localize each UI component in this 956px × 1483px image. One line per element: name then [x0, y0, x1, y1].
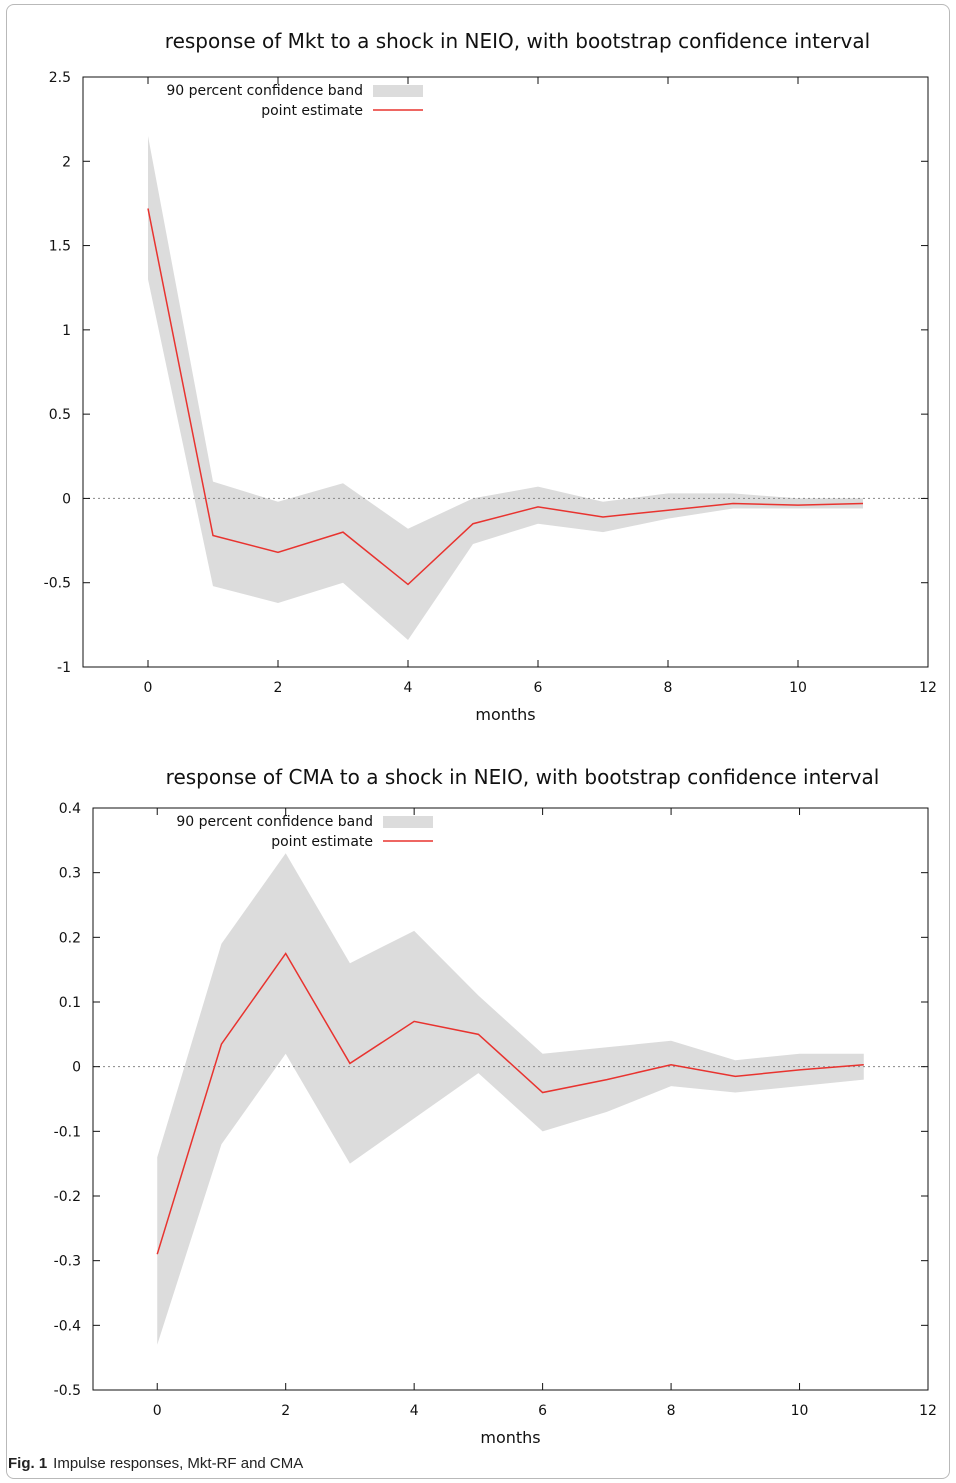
y-tick-label: -0.1 [54, 1124, 81, 1140]
x-tick-label: 6 [538, 1403, 547, 1419]
x-tick-label: 2 [281, 1403, 290, 1419]
y-tick-label: 0 [62, 491, 71, 507]
x-tick-label: 4 [404, 680, 413, 696]
plot-frame [92, 807, 929, 1391]
point-estimate-line [156, 952, 864, 1255]
figure-caption: Fig. 1 Impulse responses, Mkt-RF and CMA [8, 1455, 303, 1472]
legend-label-band: 90 percent confidence band [166, 83, 363, 99]
y-tick-label: 0.5 [49, 407, 71, 423]
y-tick-label: -0.5 [54, 1383, 81, 1399]
caption-text: Impulse responses, Mkt-RF and CMA [53, 1455, 304, 1472]
y-tick-label: 2.5 [49, 70, 71, 86]
y-tick-label: -0.2 [54, 1189, 81, 1205]
x-tick-label: 10 [789, 680, 807, 696]
legend-label-line: point estimate [271, 834, 373, 850]
chart-mkt-response: response of Mkt to a shock in NEIO, with… [0, 0, 956, 740]
x-tick-label: 6 [534, 680, 543, 696]
caption-label: Fig. 1 [8, 1455, 48, 1472]
confidence-band [157, 853, 864, 1345]
x-tick-label: 12 [919, 1403, 937, 1419]
chart-cma-response: response of CMA to a shock in NEIO, with… [0, 742, 956, 1458]
x-tick-label: 0 [144, 680, 153, 696]
y-tick-label: 0.4 [59, 801, 81, 817]
x-tick-label: 0 [153, 1403, 162, 1419]
y-tick-label: -0.4 [54, 1318, 81, 1334]
x-tick-label: 10 [791, 1403, 809, 1419]
chart-svg: response of Mkt to a shock in NEIO, with… [44, 29, 937, 724]
chart-title: response of CMA to a shock in NEIO, with… [166, 765, 880, 789]
legend-swatch-band [373, 85, 423, 97]
legend-label-band: 90 percent confidence band [176, 814, 373, 830]
x-tick-label: 12 [919, 680, 937, 696]
figure-frame [6, 4, 950, 1479]
y-tick-label: -0.5 [44, 576, 71, 592]
x-axis-label: months [480, 1428, 540, 1447]
y-tick-label: 2 [62, 154, 71, 170]
point-estimate-line [147, 208, 864, 586]
x-tick-label: 4 [410, 1403, 419, 1419]
y-tick-label: 1 [62, 323, 71, 339]
x-tick-label: 8 [667, 1403, 676, 1419]
plot-frame [82, 76, 929, 668]
y-tick-label: 0.2 [59, 930, 81, 946]
chart-title: response of Mkt to a shock in NEIO, with… [165, 29, 870, 53]
x-axis-label: months [475, 705, 535, 724]
y-tick-label: -1 [57, 660, 71, 676]
x-tick-label: 8 [664, 680, 673, 696]
confidence-band [148, 136, 863, 641]
chart-svg: response of CMA to a shock in NEIO, with… [54, 765, 937, 1447]
y-tick-label: -0.3 [54, 1254, 81, 1270]
y-tick-label: 1.5 [49, 239, 71, 255]
x-tick-label: 2 [274, 680, 283, 696]
legend-label-line: point estimate [261, 103, 363, 119]
y-tick-label: 0.1 [59, 995, 81, 1011]
y-tick-label: 0.3 [59, 866, 81, 882]
legend-swatch-band [383, 816, 433, 828]
y-tick-label: 0 [72, 1060, 81, 1076]
